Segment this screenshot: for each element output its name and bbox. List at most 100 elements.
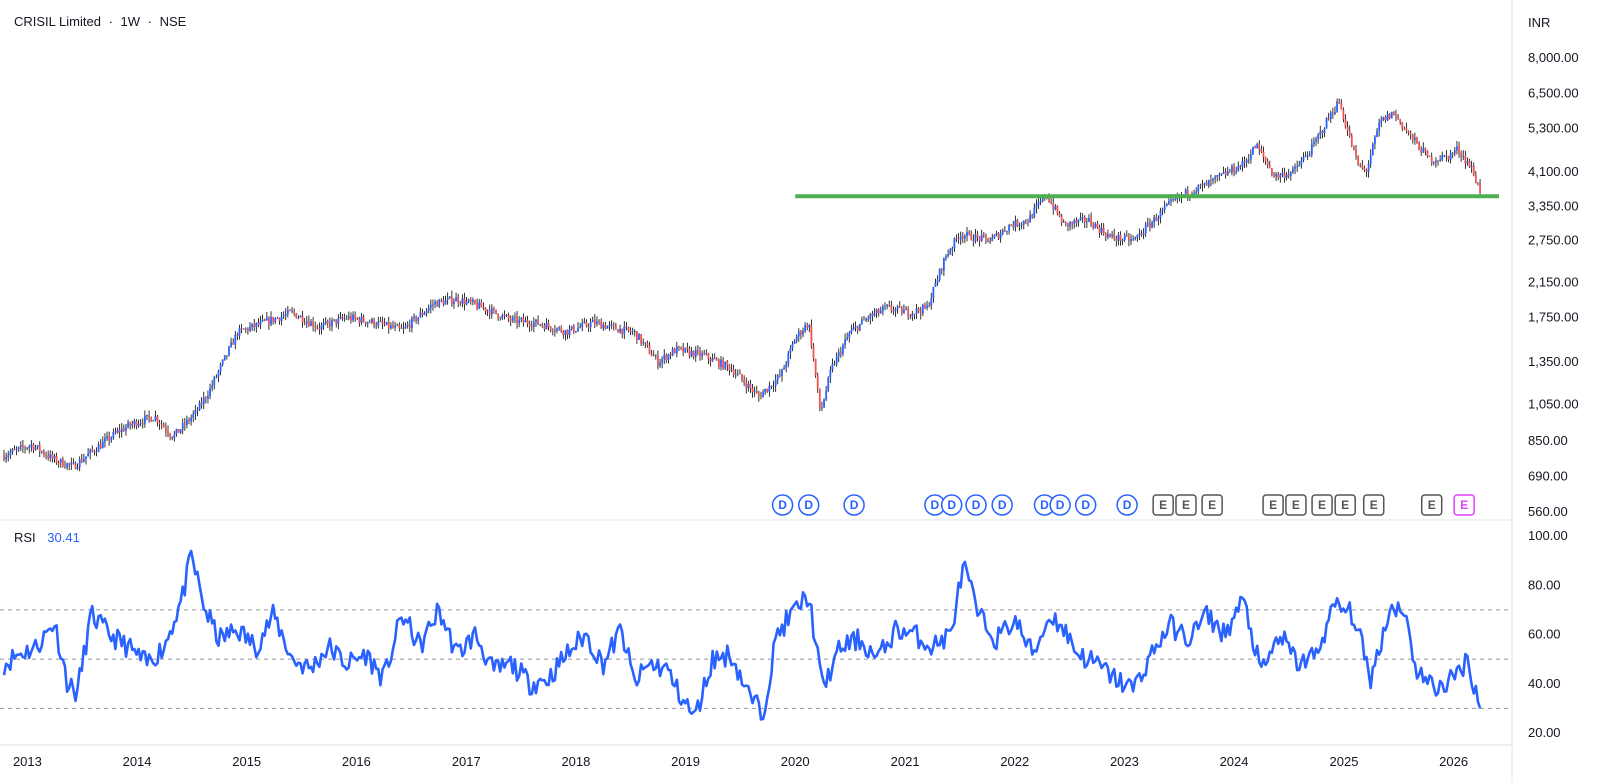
price-bar[interactable] xyxy=(850,324,853,335)
price-bar[interactable] xyxy=(825,386,828,402)
price-bar[interactable] xyxy=(856,325,859,334)
price-bar[interactable] xyxy=(459,300,462,307)
price-bar[interactable] xyxy=(259,316,262,330)
price-bar[interactable] xyxy=(70,457,73,470)
price-bar[interactable] xyxy=(896,305,899,314)
price-bar[interactable] xyxy=(879,306,882,314)
price-bar[interactable] xyxy=(543,323,546,332)
price-bar[interactable] xyxy=(19,441,22,452)
price-bar[interactable] xyxy=(1477,181,1479,186)
price-bar[interactable] xyxy=(442,296,445,307)
price-bar[interactable] xyxy=(1096,220,1099,229)
price-bar[interactable] xyxy=(411,316,413,333)
price-bar[interactable] xyxy=(1024,219,1027,225)
price-bar[interactable] xyxy=(331,317,333,332)
price-bar[interactable] xyxy=(324,317,327,326)
price-bar[interactable] xyxy=(846,332,849,341)
price-bar[interactable] xyxy=(1395,109,1397,122)
price-bar[interactable] xyxy=(463,292,466,311)
price-bar[interactable] xyxy=(333,319,336,322)
price-bar[interactable] xyxy=(1104,232,1107,242)
price-bar[interactable] xyxy=(730,363,733,373)
price-axis[interactable]: 8,000.00 6,500.00 5,300.00 4,100.00 3,350.00… xyxy=(1528,50,1579,519)
price-bar[interactable] xyxy=(110,436,113,443)
price-bar[interactable] xyxy=(1432,161,1435,166)
price-bar[interactable] xyxy=(276,316,279,319)
price-bar[interactable] xyxy=(167,425,169,438)
price-bar[interactable] xyxy=(1342,107,1345,123)
price-bar[interactable] xyxy=(768,381,771,397)
price-bar[interactable] xyxy=(1033,203,1036,219)
price-bar[interactable] xyxy=(1306,151,1309,161)
price-bar[interactable] xyxy=(667,353,670,364)
price-bar[interactable] xyxy=(650,349,653,357)
price-bar[interactable] xyxy=(688,345,691,359)
time-axis[interactable]: 2013 2014 2015 2016 2017 2018 2019 2020 2021 2022… xyxy=(13,754,1468,769)
price-bar[interactable] xyxy=(11,448,14,455)
price-bar[interactable] xyxy=(644,341,647,349)
price-bar[interactable] xyxy=(1218,172,1221,181)
price-bar[interactable] xyxy=(457,293,460,308)
price-bar[interactable] xyxy=(1315,136,1317,146)
price-bar[interactable] xyxy=(432,299,434,311)
price-bar[interactable] xyxy=(257,318,260,328)
price-bar[interactable] xyxy=(1422,142,1425,154)
price-bar[interactable] xyxy=(619,324,621,334)
price-bar[interactable] xyxy=(1125,230,1128,237)
price-bar[interactable] xyxy=(1106,229,1109,240)
price-bar[interactable] xyxy=(1071,221,1074,230)
price-bar[interactable] xyxy=(938,268,941,282)
price-bar[interactable] xyxy=(299,315,302,318)
price-bar[interactable] xyxy=(438,298,441,309)
price-bar[interactable] xyxy=(24,445,26,454)
price-bar[interactable] xyxy=(3,449,5,462)
price-bar[interactable] xyxy=(781,368,783,382)
price-bar[interactable] xyxy=(99,439,102,449)
price-bar[interactable] xyxy=(236,332,239,341)
price-bar[interactable] xyxy=(1077,219,1080,227)
price-bar[interactable] xyxy=(1088,214,1090,223)
price-bar[interactable] xyxy=(61,456,64,468)
price-bar[interactable] xyxy=(1468,158,1471,169)
price-bar[interactable] xyxy=(701,350,703,361)
price-bar[interactable] xyxy=(345,315,348,321)
price-bar[interactable] xyxy=(900,306,903,316)
price-bar[interactable] xyxy=(739,369,741,375)
price-bar[interactable] xyxy=(774,374,777,392)
price-bar[interactable] xyxy=(1294,163,1296,175)
price-bar[interactable] xyxy=(1117,231,1120,246)
price-bar[interactable] xyxy=(213,375,216,390)
price-bar[interactable] xyxy=(446,292,449,305)
price-bar[interactable] xyxy=(495,309,497,315)
price-bar[interactable] xyxy=(1426,150,1429,159)
earnings-marker[interactable]: E xyxy=(1311,494,1333,516)
price-bar[interactable] xyxy=(558,326,561,331)
price-bar[interactable] xyxy=(104,433,106,448)
price-bar[interactable] xyxy=(1336,98,1338,113)
price-bar[interactable] xyxy=(171,436,174,441)
price-bar[interactable] xyxy=(604,321,607,330)
price-bar[interactable] xyxy=(635,330,638,344)
price-bar[interactable] xyxy=(1128,232,1130,247)
dividend-marker[interactable]: D xyxy=(965,494,987,516)
price-bar[interactable] xyxy=(892,306,895,316)
price-bar[interactable] xyxy=(722,357,725,370)
price-bar[interactable] xyxy=(654,354,657,360)
price-bar[interactable] xyxy=(480,299,483,308)
price-bar[interactable] xyxy=(867,315,870,323)
price-bar[interactable] xyxy=(1207,179,1210,189)
price-bar[interactable] xyxy=(1363,165,1366,173)
price-bar[interactable] xyxy=(28,444,31,454)
price-bar[interactable] xyxy=(964,234,966,243)
price-bar[interactable] xyxy=(673,347,676,354)
price-bar[interactable] xyxy=(83,453,85,463)
price-bar[interactable] xyxy=(696,345,699,356)
price-bar[interactable] xyxy=(501,313,504,320)
price-bar[interactable] xyxy=(47,450,50,461)
price-bar[interactable] xyxy=(1456,140,1458,155)
price-bar[interactable] xyxy=(282,311,285,319)
price-bar[interactable] xyxy=(816,372,819,393)
price-bar[interactable] xyxy=(638,333,640,340)
price-bar[interactable] xyxy=(125,424,127,436)
price-bar[interactable] xyxy=(980,229,983,242)
